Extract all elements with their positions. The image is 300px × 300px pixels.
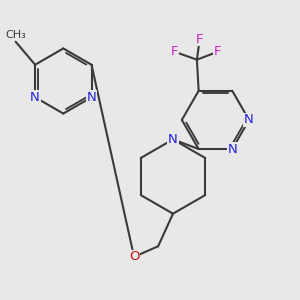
Text: F: F xyxy=(214,45,221,58)
Text: O: O xyxy=(129,250,139,263)
Text: N: N xyxy=(30,91,40,104)
Text: CH₃: CH₃ xyxy=(5,30,26,40)
Text: N: N xyxy=(168,133,178,146)
Text: N: N xyxy=(227,142,237,155)
Text: F: F xyxy=(171,45,179,58)
Text: N: N xyxy=(87,91,96,104)
Text: N: N xyxy=(244,113,254,126)
Text: F: F xyxy=(196,33,203,46)
